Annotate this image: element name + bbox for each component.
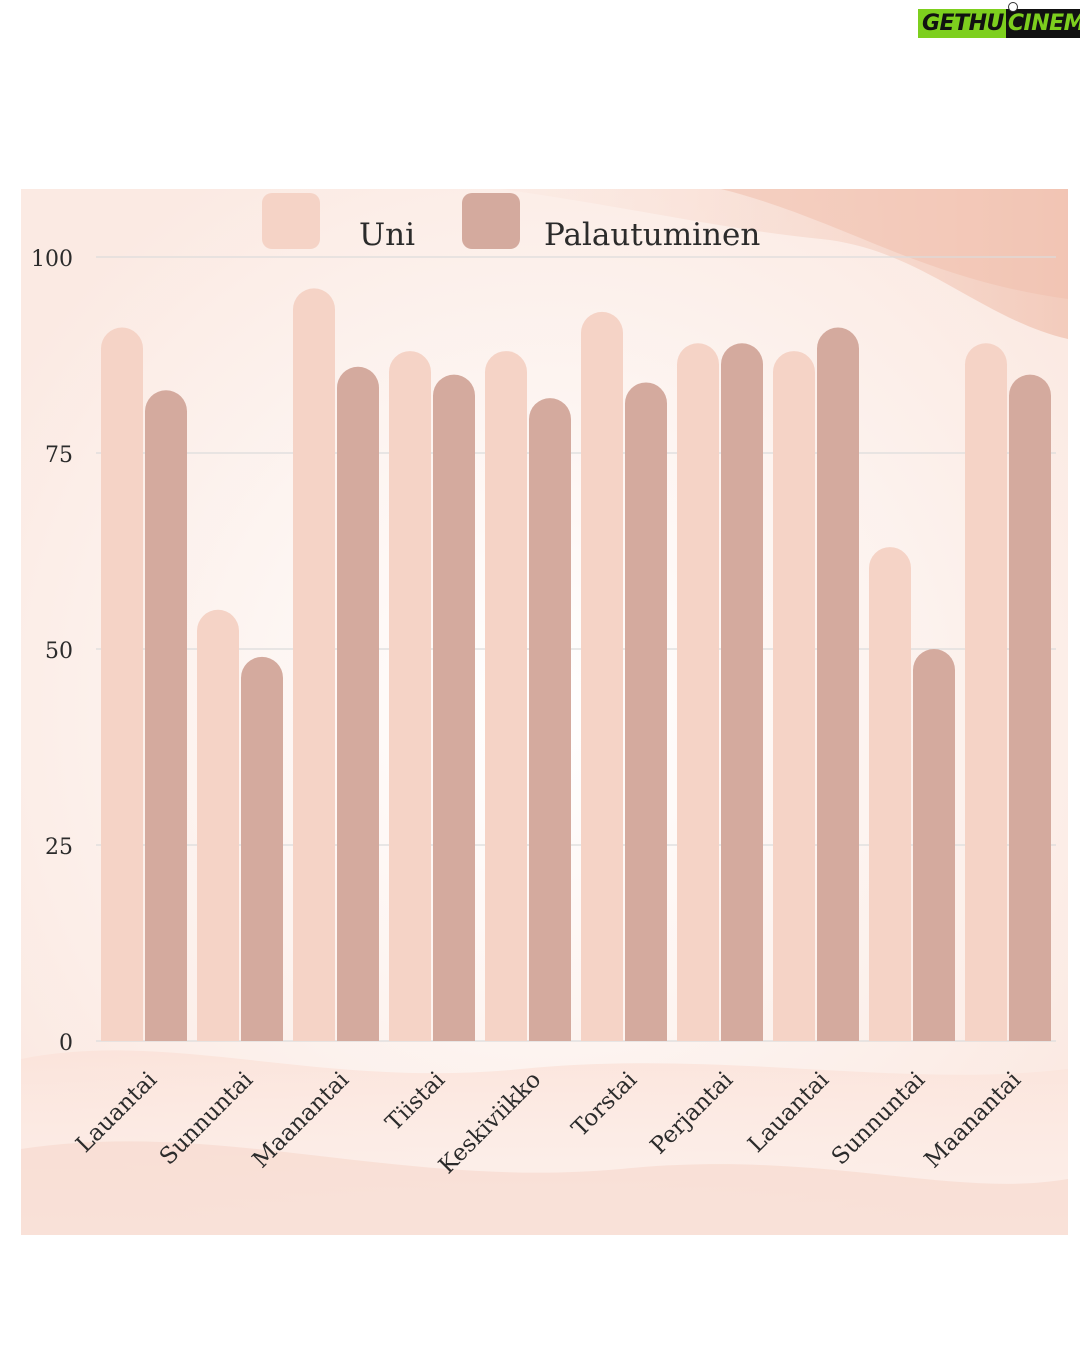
y-tick-label: 50: [45, 639, 73, 664]
bar-uni-4: [389, 351, 431, 1041]
legend-label-palautuminen: Palautuminen: [544, 217, 760, 253]
bar-uni-8: [773, 351, 815, 1041]
bar-palautuminen-5: [529, 398, 571, 1041]
bar-uni-10: [965, 343, 1007, 1041]
y-tick-label: 0: [59, 1031, 73, 1056]
bar-palautuminen-4: [433, 374, 475, 1042]
bar-uni-3: [293, 288, 335, 1041]
legend: Uni Palautuminen: [262, 193, 760, 253]
bar-palautuminen-8: [817, 327, 859, 1041]
legend-label-uni: Uni: [359, 217, 415, 253]
bar-uni-6: [581, 311, 623, 1041]
y-tick-label: 75: [45, 443, 73, 468]
watermark-part2: CINEMA: [1005, 8, 1080, 38]
legend-swatch-uni: [262, 193, 320, 249]
bar-uni-5: [485, 351, 527, 1041]
y-tick-label: 25: [45, 835, 73, 860]
y-tick-label: 100: [31, 247, 73, 272]
bar-palautuminen-2: [241, 656, 283, 1041]
bar-palautuminen-6: [625, 382, 667, 1041]
bar-uni-7: [677, 343, 719, 1041]
bar-uni-1: [101, 327, 143, 1041]
bar-palautuminen-9: [913, 649, 955, 1041]
bar-palautuminen-1: [145, 390, 187, 1041]
legend-swatch-palautuminen: [462, 193, 520, 249]
bar-palautuminen-7: [721, 343, 763, 1041]
watermark-logo: GETHUCINEMA: [918, 2, 1080, 40]
bar-uni-9: [869, 547, 911, 1041]
chart-panel: 0 25 50 75 100 Lauantai Sunnuntai Maanantai Tii…: [21, 189, 1068, 1235]
bar-palautuminen-3: [337, 366, 379, 1041]
bar-uni-2: [197, 609, 239, 1041]
bar-palautuminen-10: [1009, 374, 1051, 1042]
bars-layer: [101, 288, 1051, 1042]
watermark-part1: GETHU: [918, 8, 1006, 38]
camera-icon: [1008, 2, 1018, 12]
